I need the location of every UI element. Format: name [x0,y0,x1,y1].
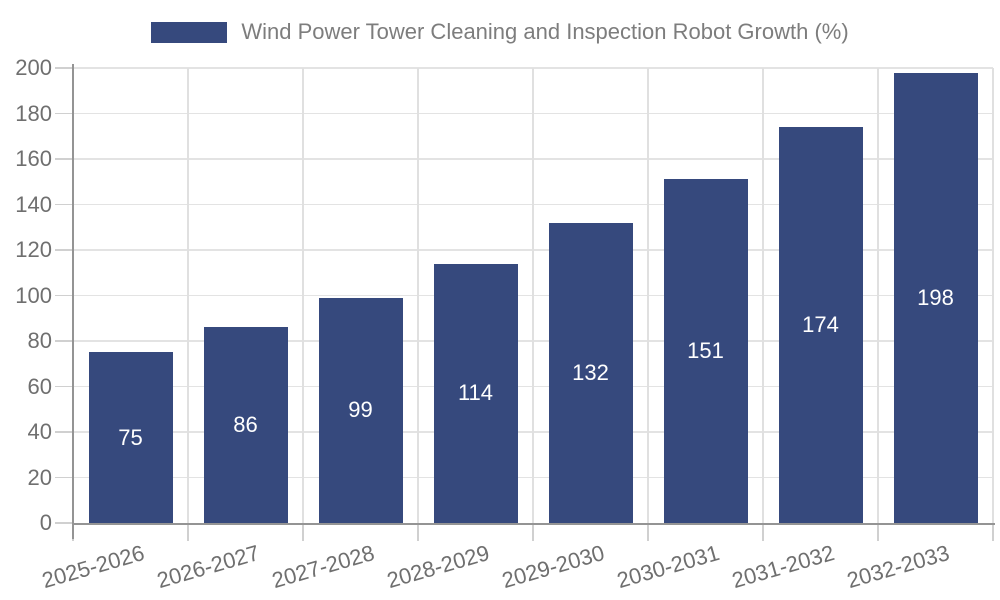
y-axis-label: 180 [15,100,52,126]
x-axis-tick [992,523,994,541]
y-axis-label: 100 [15,282,52,308]
bar-2028-2029: 114 [433,263,518,523]
y-axis-tick [55,431,73,433]
legend: Wind Power Tower Cleaning and Inspection… [0,19,1000,45]
x-axis-tick [302,523,304,541]
x-axis-label: 2026-2027 [154,540,263,594]
x-axis-tick [647,523,649,541]
y-axis-line [71,64,74,539]
y-axis-label: 160 [15,146,52,171]
legend-item[interactable]: Wind Power Tower Cleaning and Inspection… [151,19,849,45]
bar-value-label: 174 [802,312,839,338]
bar-2030-2031: 151 [663,179,748,523]
y-axis-tick [55,385,73,388]
y-axis-label: 40 [27,419,52,444]
x-axis-label: 2028-2029 [384,540,493,594]
x-axis-label: 2029-2030 [499,540,608,594]
y-axis-tick [55,249,73,251]
gridline-vertical [187,68,189,523]
x-axis-label: 2027-2028 [269,540,378,594]
y-axis-label: 20 [27,464,52,490]
bar-2031-2032: 174 [778,127,863,523]
x-axis-tick [532,523,534,541]
bar-value-label: 114 [457,380,494,406]
y-axis-tick [55,203,73,206]
gridline-vertical [762,68,764,523]
y-axis-tick [55,340,73,342]
bar-value-label: 151 [687,338,724,364]
y-axis-tick [55,67,73,69]
bar-value-label: 99 [348,397,373,423]
gridline-vertical [532,68,534,523]
x-axis-tick [762,523,764,541]
x-axis-tick [877,523,879,541]
bar-2026-2027: 86 [203,327,288,523]
gridline-vertical [302,68,304,523]
y-axis-label: 0 [39,510,52,535]
bar-value-label: 86 [233,412,258,438]
bar-2027-2028: 99 [318,297,403,523]
y-axis-tick [55,158,73,160]
legend-swatch-icon [151,21,228,43]
x-axis-label: 2030-2031 [614,540,723,594]
gridline-vertical [877,68,879,523]
x-axis-label: 2031-2032 [729,540,838,594]
x-axis-tick [187,523,189,541]
x-axis-label: 2025-2026 [39,540,148,594]
x-axis-tick [417,523,419,541]
bar-value-label: 75 [118,424,143,450]
gridline-vertical [417,68,419,523]
x-axis-line [71,523,995,525]
gridline-vertical [647,68,649,523]
y-axis-label: 80 [27,328,52,353]
y-axis-label: 200 [15,55,52,80]
y-axis-label: 60 [27,373,52,399]
y-axis-tick [55,476,73,479]
y-axis-tick [55,112,73,115]
bar-value-label: 198 [917,284,954,310]
gridline-vertical [992,68,994,523]
y-axis-tick [55,294,73,297]
bar-value-label: 132 [572,359,609,385]
x-axis-label: 2032-2033 [844,540,953,594]
bar-2029-2030: 132 [548,222,633,523]
bar-2025-2026: 75 [88,352,173,523]
bar-2032-2033: 198 [893,72,978,523]
y-axis-label: 120 [15,237,52,262]
y-axis-tick [55,522,73,524]
legend-label: Wind Power Tower Cleaning and Inspection… [241,19,849,44]
y-axis-label: 140 [15,191,52,217]
